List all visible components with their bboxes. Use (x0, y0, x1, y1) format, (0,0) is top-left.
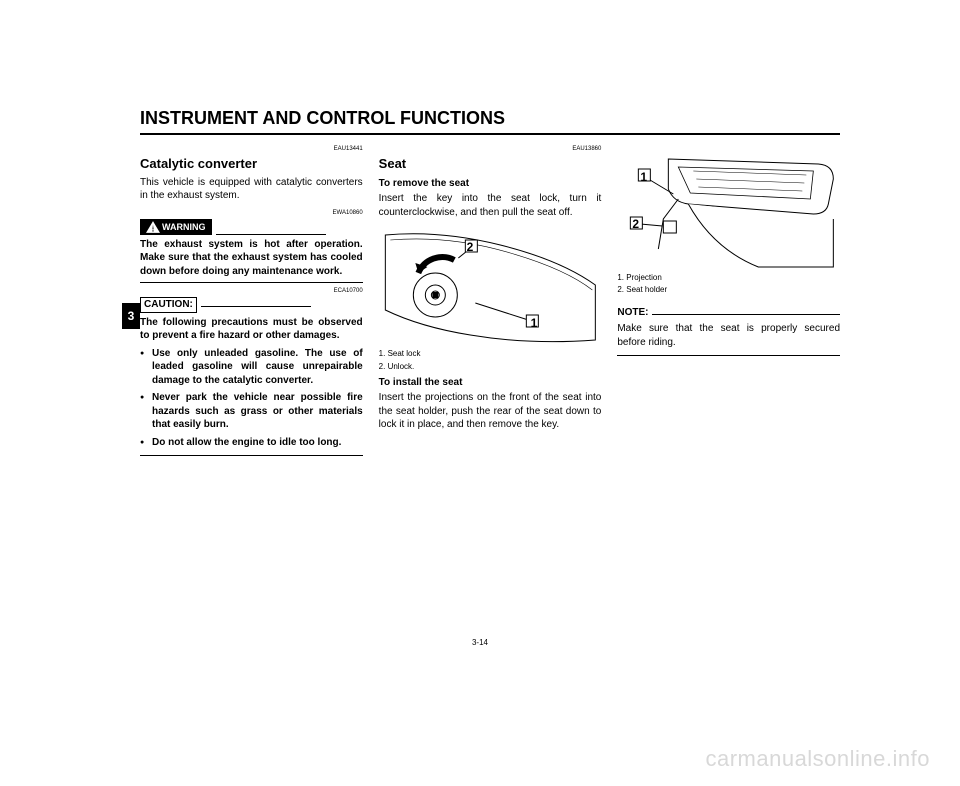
bullet-item: Do not allow the engine to idle too long… (152, 436, 363, 450)
column-3: 1 2 1. Projection 2. Seat holder NOTE: M… (617, 145, 840, 460)
figure-caption: 1. Projection (617, 273, 840, 283)
note-rule (652, 307, 840, 315)
note-block: NOTE: (617, 306, 840, 320)
install-text: Insert the projections on the front of t… (379, 391, 602, 432)
callout-1: 1 (531, 315, 538, 331)
figure-caption: 1. Seat lock (379, 349, 602, 359)
bullet-item: Never park the vehicle near possible fir… (152, 391, 363, 432)
chapter-tab: 3 (122, 303, 140, 329)
figure-seat-lock: 1 2 (379, 225, 602, 345)
remove-text: Insert the key into the seat lock, turn … (379, 192, 602, 219)
ref-code: EWA10860 (140, 209, 363, 217)
caution-rule (201, 299, 311, 307)
caution-label: CAUTION: (140, 297, 197, 313)
figure-seat-holder: 1 2 (617, 149, 840, 269)
divider (140, 282, 363, 283)
watermark: carmanualsonline.info (705, 746, 930, 772)
divider (140, 455, 363, 456)
column-2: EAU13860 Seat To remove the seat Insert … (379, 145, 602, 460)
subhead-install: To install the seat (379, 376, 602, 390)
ref-code: EAU13860 (379, 145, 602, 153)
page-number: 3-14 (430, 638, 530, 647)
warning-block: WARNING (140, 219, 363, 235)
warning-label: WARNING (162, 221, 206, 233)
caution-block: CAUTION: (140, 297, 363, 313)
callout-2: 2 (632, 216, 639, 232)
subhead-remove: To remove the seat (379, 177, 602, 191)
callout-2: 2 (467, 239, 474, 255)
warning-triangle-icon (146, 221, 160, 233)
chapter-title: INSTRUMENT AND CONTROL FUNCTIONS (140, 108, 840, 135)
intro-text: This vehicle is equipped with catalytic … (140, 176, 363, 203)
section-title-seat: Seat (379, 155, 602, 173)
ref-code: EAU13441 (140, 145, 363, 153)
figure-caption: 2. Seat holder (617, 285, 840, 295)
seat-holder-illustration (617, 149, 840, 269)
bullet-item: Use only unleaded gasoline. The use of l… (152, 347, 363, 388)
divider (617, 355, 840, 356)
content-columns: EAU13441 Catalytic converter This vehicl… (140, 145, 840, 460)
warning-text: The exhaust system is hot after operatio… (140, 238, 363, 279)
ref-code: ECA10700 (140, 287, 363, 295)
callout-1: 1 (640, 169, 647, 185)
caution-intro: The following precautions must be observ… (140, 316, 363, 343)
caution-list: Use only unleaded gasoline. The use of l… (140, 347, 363, 450)
warning-badge: WARNING (140, 219, 212, 235)
warning-rule (216, 227, 326, 235)
figure-caption: 2. Unlock. (379, 362, 602, 372)
seat-lock-illustration (379, 225, 602, 345)
note-text: Make sure that the seat is properly secu… (617, 322, 840, 349)
note-label: NOTE: (617, 306, 648, 320)
section-title-catalytic: Catalytic converter (140, 155, 363, 173)
column-1: EAU13441 Catalytic converter This vehicl… (140, 145, 363, 460)
